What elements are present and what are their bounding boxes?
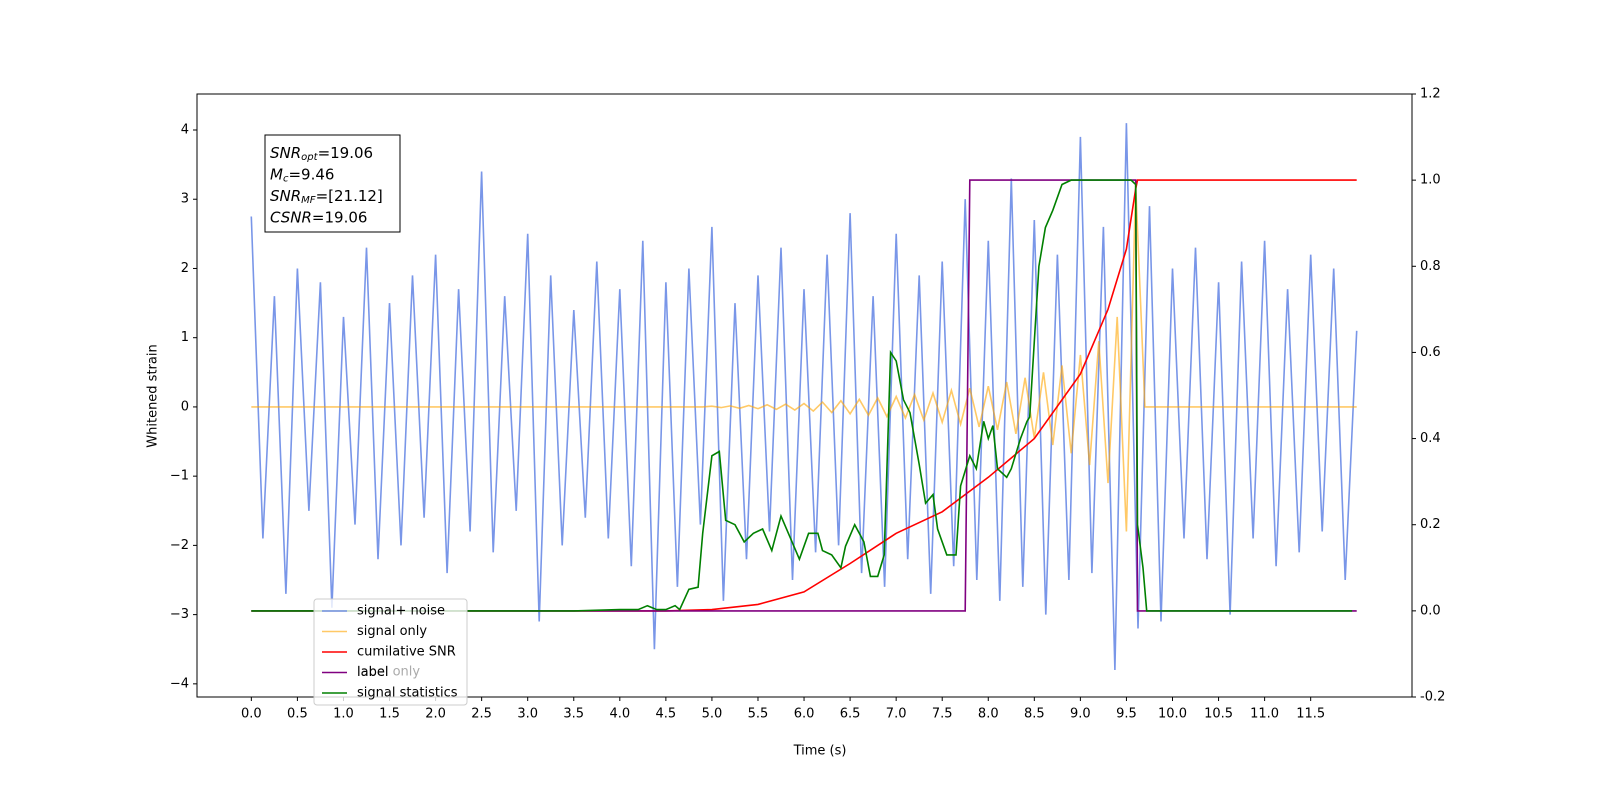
y-tick-label: 4 [181,123,189,138]
y-tick-label: −1 [170,469,189,484]
series-line [251,185,1357,532]
x-tick-label: 8.0 [978,707,999,722]
series-line [250,123,1358,671]
legend-box [313,598,468,706]
x-tick-label: 1.5 [379,707,400,722]
annotation-value: =19.06 [318,144,374,162]
x-tick-label: 2.5 [471,707,492,722]
legend-label: signal+ noise [357,604,445,619]
y-axis-label: Whitened strain [146,344,161,447]
x-tick-label: 10.0 [1158,707,1187,722]
y2-tick-label: 0.8 [1420,259,1441,274]
annotation-sub: opt [301,152,318,163]
y-tick-label: −2 [170,538,189,553]
x-tick-label: 10.5 [1204,707,1233,722]
annotation-line: SNRopt=19.06 [270,144,373,164]
x-tick-label: 7.0 [886,707,907,722]
y-tick-label: −4 [170,676,189,691]
y2-tick-label: 0.4 [1420,431,1441,446]
x-tick-label: 1.0 [333,707,354,722]
y2-tick-label: 1.2 [1420,87,1441,102]
legend-overlap-text: label only [357,665,420,680]
annotation-value: =[21.12] [316,187,383,205]
x-tick-label: 9.0 [1070,707,1091,722]
x-tick-label: 6.5 [840,707,861,722]
y-tick-label: 3 [181,192,189,207]
y2-tick-label: 0.6 [1420,345,1441,360]
y2-tick-label: 1.0 [1420,173,1441,188]
y2-tick-label: 0.0 [1420,603,1441,618]
annotation-value: =19.06 [312,208,368,226]
annotation-value: =9.46 [288,165,334,183]
annotation-name: SNR [270,187,301,205]
annotation-sub: MF [301,195,316,206]
annotation-line: Mc=9.46 [270,165,334,185]
x-tick-label: 0.0 [241,707,262,722]
x-tick-label: 4.0 [609,707,630,722]
legend-label: signal statistics [357,686,458,701]
annotation-box [264,134,401,233]
x-axis-label: Time (s) [793,744,847,759]
y-tick-label: 2 [181,261,189,276]
x-tick-label: 2.0 [425,707,446,722]
annotation-name: SNR [270,144,301,162]
y2-tick-label: 0.2 [1420,517,1441,532]
y-tick-label: 0 [181,399,189,414]
series-line [251,179,1357,612]
x-tick-label: 0.5 [287,707,308,722]
x-tick-label: 7.5 [932,707,953,722]
x-tick-label: 6.0 [794,707,815,722]
legend-label: label [357,665,388,680]
annotation-name: M [270,165,283,183]
y2-tick-label: -0.2 [1420,690,1445,705]
plot-lines [250,123,1358,671]
legend-label: signal only [357,624,427,639]
x-tick-label: 3.0 [517,707,538,722]
x-tick-label: 5.5 [748,707,769,722]
x-tick-label: 8.5 [1024,707,1045,722]
x-tick-label: 11.5 [1296,707,1325,722]
legend-label: cumilative SNR [357,645,456,660]
annotation-line: SNRMF=[21.12] [270,187,383,207]
x-tick-label: 9.5 [1116,707,1137,722]
y-tick-label: 1 [181,330,189,345]
x-tick-label: 3.5 [563,707,584,722]
annotation-line: CSNR=19.06 [270,208,367,226]
x-tick-label: 4.5 [656,707,677,722]
annotation-sub: c [283,174,289,185]
series-line [251,179,1353,612]
x-tick-label: 5.0 [702,707,723,722]
y-tick-label: −3 [170,607,189,622]
annotation-name: CSNR [270,208,312,226]
x-tick-label: 11.0 [1250,707,1279,722]
